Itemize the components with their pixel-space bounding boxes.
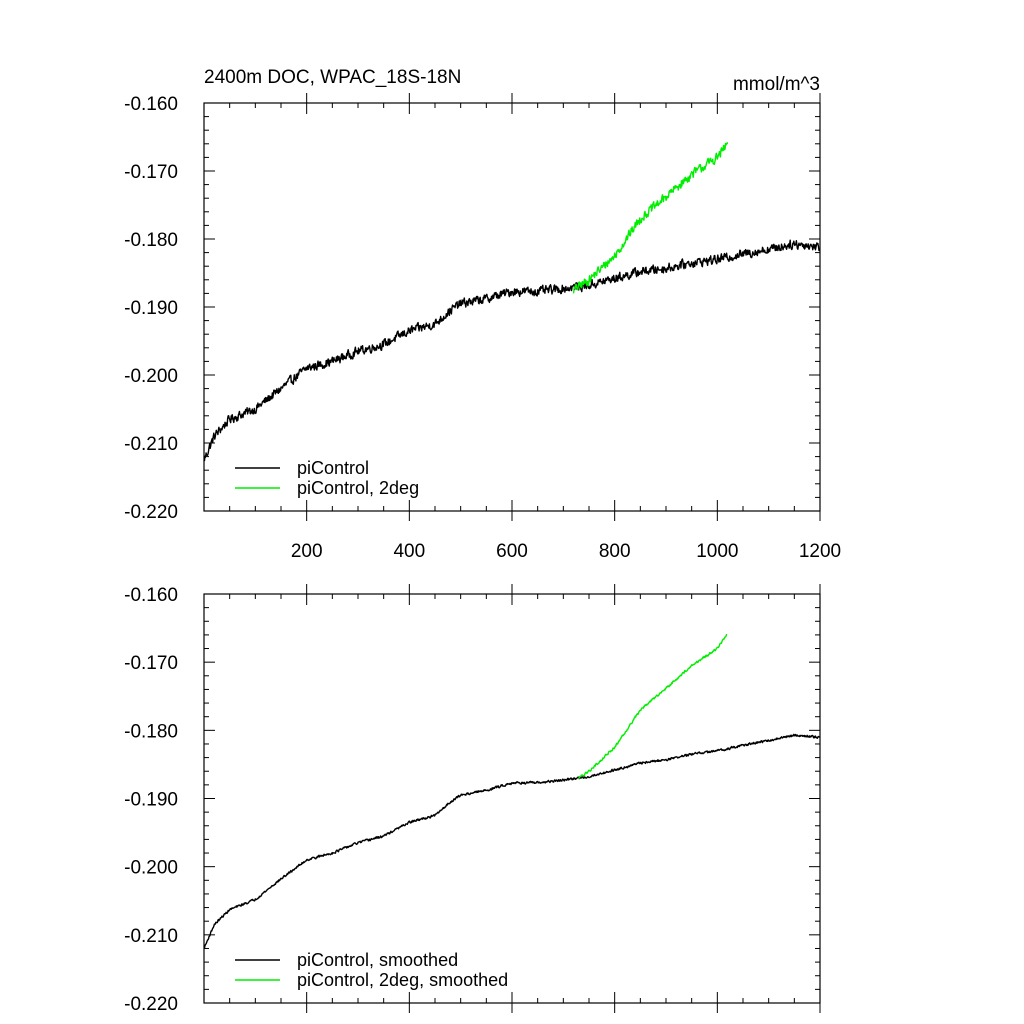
x-tick-label: 1000 <box>696 541 738 562</box>
y-tick-label: -0.190 <box>124 790 178 811</box>
y-tick-label: -0.220 <box>124 502 178 523</box>
y-tick-label: -0.210 <box>124 926 178 947</box>
series-line <box>204 733 820 949</box>
y-tick-label: -0.170 <box>124 162 178 183</box>
y-tick-label: -0.200 <box>124 366 178 387</box>
legend-label: piControl, 2deg <box>297 478 419 498</box>
x-tick-label: 600 <box>496 541 528 562</box>
y-tick-label: -0.160 <box>124 94 178 115</box>
plot-frame <box>203 593 821 1004</box>
plot-frame <box>203 102 821 512</box>
y-tick-label: -0.180 <box>124 230 178 251</box>
legend-label: piControl <box>297 458 369 478</box>
series-line <box>204 239 820 462</box>
y-tick-label: -0.180 <box>124 721 178 742</box>
series-line <box>572 142 729 294</box>
x-tick-label: 200 <box>291 541 323 562</box>
plot-title: 2400m DOC, WPAC_18S-18N <box>204 67 461 88</box>
x-tick-label: 800 <box>599 541 631 562</box>
x-tick-label: 1200 <box>799 541 841 562</box>
y-tick-label: -0.170 <box>124 653 178 674</box>
y-tick-label: -0.190 <box>124 298 178 319</box>
units-label: mmol/m^3 <box>733 74 820 95</box>
panel-bottom: -0.160 -0.170 -0.180 -0.190 -0.200 -0.210 -0.2… <box>124 584 821 1015</box>
y-tick-label: -0.200 <box>124 858 178 879</box>
x-tick-label: 400 <box>393 541 425 562</box>
series-line <box>578 633 728 780</box>
legend-label: piControl, smoothed <box>297 950 458 970</box>
panel-top: -0.160 -0.170 -0.180 -0.190 -0.200 -0.210 -0.2… <box>124 67 841 562</box>
y-tick-label: -0.220 <box>124 994 178 1015</box>
legend-label: piControl, 2deg, smoothed <box>297 970 508 990</box>
y-tick-label: -0.160 <box>124 585 178 606</box>
y-tick-label: -0.210 <box>124 434 178 455</box>
